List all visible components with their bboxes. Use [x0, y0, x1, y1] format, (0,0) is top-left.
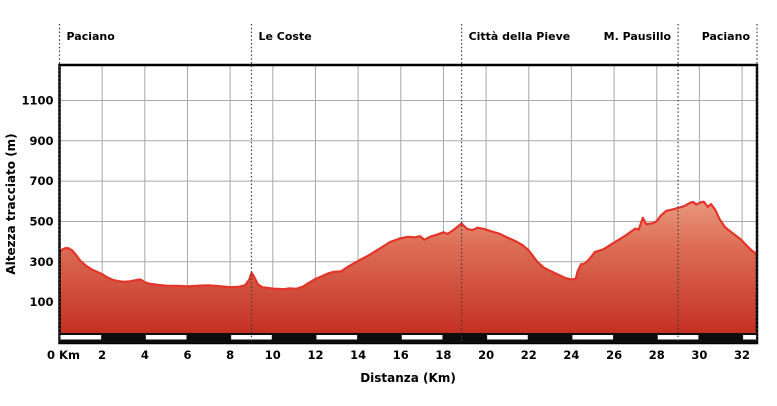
distance-scalebar-layer — [59, 333, 757, 343]
x-tick-label: 14 — [350, 348, 366, 362]
x-tick-label: 32 — [734, 348, 750, 362]
waypoint-label: Paciano — [67, 30, 116, 43]
y-tick-label: 900 — [29, 134, 53, 148]
waypoint-label: Città della Pieve — [469, 30, 571, 43]
x-tick-label: 4 — [141, 348, 149, 362]
x-tick-label: 26 — [606, 348, 622, 362]
x-tick-label: 30 — [691, 348, 707, 362]
x-tick-label: 18 — [435, 348, 451, 362]
x-tick-label: 12 — [307, 348, 323, 362]
waypoint-label: Paciano — [702, 30, 751, 43]
x-tick-label: 20 — [478, 348, 494, 362]
x-tick-label: 2 — [98, 348, 106, 362]
y-tick-label: 300 — [29, 255, 53, 269]
y-tick-label: 500 — [29, 214, 53, 228]
x-tick-label: 6 — [183, 348, 191, 362]
waypoint-markers-layer: Paciano Le Coste Città della Pieve M. Pausi… — [58, 24, 758, 343]
scalebar-white-segment — [231, 335, 272, 340]
elevation-line — [58, 200, 759, 291]
elevation-area — [59, 201, 757, 343]
y-axis-title: Altezza tracciato (m) — [4, 133, 18, 274]
waypoint-label: Le Coste — [258, 30, 311, 43]
x-tick-label: 22 — [521, 348, 537, 362]
scalebar-white-segment — [743, 335, 756, 340]
scalebar-white-segment — [60, 335, 102, 340]
x-tick-label: 28 — [649, 348, 665, 362]
scalebar-white-segment — [572, 335, 614, 340]
scalebar-white-segment — [316, 335, 358, 340]
x-tick-label: 0 Km — [47, 348, 80, 362]
profile-area-layer — [58, 200, 759, 343]
x-axis-title: Distanza (Km) — [360, 371, 456, 385]
scalebar-white-segment — [145, 335, 187, 340]
y-tick-label: 100 — [29, 295, 53, 309]
x-tick-label: 8 — [226, 348, 234, 362]
scalebar-white-segment — [487, 335, 528, 340]
x-tick-label: 16 — [393, 348, 409, 362]
x-tick-label: 24 — [563, 348, 579, 362]
y-tick-label: 1100 — [21, 93, 53, 107]
scalebar-white-segment — [401, 335, 443, 340]
y-tick-label: 700 — [29, 174, 53, 188]
x-tick-label: 10 — [265, 348, 281, 362]
waypoint-label: M. Pausillo — [604, 30, 672, 43]
scalebar-white-segment — [657, 335, 699, 340]
